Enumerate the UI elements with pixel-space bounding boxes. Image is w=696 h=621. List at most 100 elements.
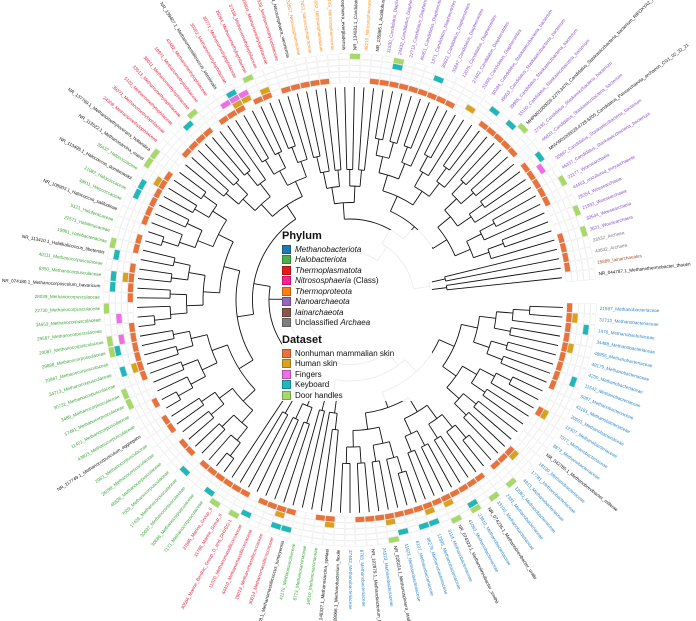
- tree-branch: [325, 88, 336, 171]
- tree-branch: [501, 221, 549, 241]
- dataset-ring-cell: [333, 540, 345, 547]
- tree-branch: [295, 181, 303, 197]
- dataset-ring-cell: [489, 121, 501, 133]
- dataset-ring-cell: [533, 429, 544, 441]
- dataset-ring-cell: [291, 527, 303, 536]
- dataset-ring-cell: [384, 512, 395, 520]
- tree-branch: [496, 311, 514, 314]
- legend-dataset-item: Fingers: [282, 369, 432, 380]
- dataset-ring-cell: [512, 453, 524, 465]
- dataset-ring-cell: [115, 303, 122, 314]
- dataset-ring-cell: [175, 155, 186, 166]
- tree-branch: [146, 353, 179, 365]
- dataset-ring-cell: [428, 86, 440, 96]
- dataset-ring-cell: [433, 502, 445, 512]
- dataset-ring-cell: [398, 83, 409, 91]
- dataset-ring-cell: [420, 77, 433, 86]
- legend-phylum-item: Thermoplasmatota: [282, 265, 432, 276]
- dataset-ring-cell: [137, 224, 147, 235]
- dataset-ring-cell: [127, 282, 134, 293]
- tree-arc: [198, 397, 205, 406]
- dataset-ring-cell: [376, 531, 388, 539]
- dataset-ring-cell: [119, 365, 128, 378]
- tree-branch: [423, 110, 448, 155]
- dataset-ring-cell: [169, 162, 180, 174]
- tree-branch: [265, 419, 299, 496]
- dataset-ring-cell: [202, 470, 215, 482]
- dataset-ring-cell: [334, 528, 345, 535]
- tree-branch: [221, 414, 235, 427]
- dataset-ring-cell: [199, 106, 211, 118]
- tree-arc: [492, 219, 497, 227]
- dataset-ring-cell: [339, 77, 350, 84]
- tree-branch: [197, 150, 234, 186]
- dataset-ring-cell: [463, 493, 476, 504]
- dataset-ring-cell: [140, 414, 151, 427]
- dataset-ring-cell: [576, 214, 585, 227]
- dataset-ring-cell: [397, 527, 409, 536]
- dataset-ring-cell: [129, 408, 140, 420]
- reference-tip-label: NR_148337.1_Methanosarcina_spelaei: [317, 549, 329, 621]
- dataset-ring-cell: [355, 528, 366, 535]
- tip-label: 48210_Nitrososphaeraceae: [364, 0, 373, 51]
- tree-branch: [339, 463, 344, 513]
- dataset-ring-cell: [563, 374, 572, 386]
- dataset-ring-cell: [158, 179, 168, 191]
- dataset-ring-cell: [137, 166, 148, 179]
- tip-label: 31713_Methanobacteriaceae: [599, 317, 659, 327]
- tree-branch: [471, 382, 486, 393]
- tree-arc: [326, 186, 340, 189]
- dataset-ring-cell: [557, 187, 568, 199]
- dataset-ring-cell: [532, 138, 544, 151]
- dataset-ring-cell: [259, 86, 271, 96]
- dataset-ring-cell: [103, 281, 110, 292]
- tree-branch: [430, 287, 447, 291]
- tree-arc: [404, 430, 418, 437]
- dataset-ring-cell: [172, 430, 183, 442]
- dataset-ring-cell: [359, 77, 370, 84]
- tree-branch: [446, 267, 561, 286]
- legend-phylum-list: Methanobacteriota Halobacteriota Thermopla…: [282, 244, 432, 328]
- tree-branch: [166, 399, 181, 409]
- tree-branch: [227, 125, 266, 180]
- dataset-ring-cell: [464, 104, 477, 115]
- dataset-ring-cell: [301, 530, 313, 538]
- tree-branch: [201, 391, 216, 402]
- tip-label: 43832_Archaea: [595, 242, 628, 253]
- tree-branch: [173, 330, 190, 335]
- tree-branch: [461, 323, 478, 329]
- dataset-ring-cell: [570, 388, 580, 401]
- dataset-ring-cell: [497, 452, 508, 464]
- dataset-ring-cell: [394, 510, 405, 518]
- dataset-ring-cell: [449, 88, 462, 99]
- tree-arc: [473, 400, 479, 408]
- dataset-ring-cell: [300, 535, 312, 544]
- dataset-ring-cell: [445, 73, 457, 83]
- tree-branch: [256, 417, 294, 492]
- dataset-ring-cell: [124, 364, 134, 376]
- dataset-ring-cell: [309, 79, 321, 87]
- dataset-ring-cell: [460, 488, 473, 499]
- dataset-ring-cell: [121, 313, 129, 324]
- tree-branch: [291, 147, 299, 163]
- dataset-ring-cell: [122, 354, 131, 366]
- dataset-ring-cell: [569, 261, 577, 272]
- tree-branch: [428, 423, 438, 439]
- dataset-ring-cell: [365, 521, 376, 529]
- tree-branch: [512, 319, 562, 328]
- dataset-ring-cell: [524, 449, 536, 462]
- dataset-ring-cell: [311, 537, 323, 545]
- tree-branch: [503, 355, 551, 374]
- dataset-ring-cell: [137, 190, 148, 203]
- tree-branch: [426, 404, 438, 419]
- dataset-ring-cell: [124, 251, 133, 263]
- dataset-ring-cell: [210, 120, 222, 132]
- tree-arc: [382, 190, 414, 206]
- dataset-ring-cell: [529, 154, 541, 167]
- tree-arc: [511, 309, 514, 321]
- dataset-ring-cell: [512, 126, 525, 139]
- dataset-ring-cell: [369, 78, 380, 86]
- dataset-ring-cell: [143, 156, 154, 169]
- dataset-ring-cell: [442, 78, 455, 89]
